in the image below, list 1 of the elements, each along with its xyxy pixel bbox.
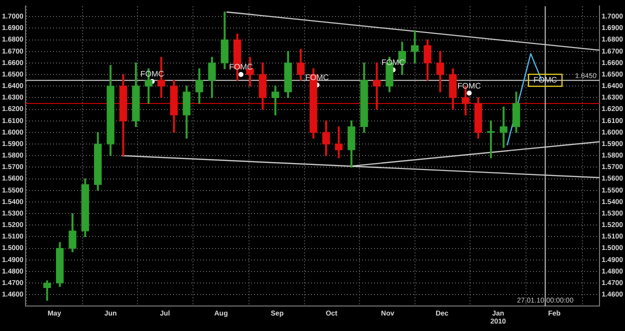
annotation: FOMC <box>457 81 482 90</box>
